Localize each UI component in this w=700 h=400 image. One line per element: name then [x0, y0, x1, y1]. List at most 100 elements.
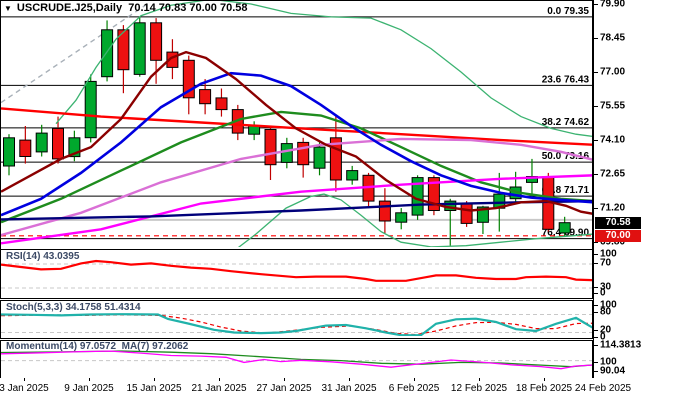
candle-bearish[interactable]: [182, 55, 195, 115]
fibonacci-level-label: 23.6 76.43: [542, 74, 590, 85]
price-axis-tick: [594, 371, 598, 372]
price-axis-tick: [594, 263, 598, 264]
price-axis-label: 100: [600, 299, 617, 311]
candle-bearish[interactable]: [378, 188, 391, 234]
candle-bullish[interactable]: [35, 124, 48, 157]
candle-bullish[interactable]: [68, 130, 81, 162]
date-tick: [349, 378, 350, 381]
price-axis-label: 0: [600, 287, 606, 299]
trendline-dashed: [1, 2, 150, 104]
candle-body: [476, 206, 489, 223]
fibonacci-level-label: 38.2 74.62: [542, 117, 590, 128]
price-axis-label: 75.55: [600, 100, 626, 112]
candle-bearish[interactable]: [215, 88, 228, 117]
candle-bearish[interactable]: [199, 79, 212, 115]
candle-bullish[interactable]: [84, 74, 97, 143]
price-axis-label: 78.45: [600, 32, 626, 44]
price-axis-tick: [594, 293, 598, 294]
candle-bullish[interactable]: [346, 165, 359, 185]
stochastic-pane[interactable]: [0, 300, 593, 339]
candle-bearish[interactable]: [52, 116, 64, 164]
momentum-pane[interactable]: [0, 340, 593, 379]
candle-body: [182, 59, 195, 99]
date-tick: [219, 378, 220, 381]
momentum-label: Momentum(14) 97.0572 MA(7) 97.2062: [6, 341, 189, 352]
sma-red-slow: [1, 107, 592, 146]
candle-body: [558, 222, 571, 234]
price-axis-tick: [594, 330, 598, 331]
candle-bullish[interactable]: [248, 121, 261, 141]
price-axis-tick: [594, 362, 598, 363]
ma-green: [1, 110, 592, 224]
candle-bullish[interactable]: [509, 171, 522, 204]
candle-bullish[interactable]: [280, 137, 293, 169]
date-label: 21 Jan 2025: [191, 383, 247, 394]
price-axis-tick: [594, 345, 598, 346]
candle-body: [19, 139, 32, 158]
price-axis-tick: [594, 254, 598, 255]
candle-bearish[interactable]: [297, 137, 310, 178]
candle-body: [248, 125, 261, 135]
candle-body: [68, 137, 81, 158]
price-axis-label: 80: [600, 306, 612, 318]
main-price-pane[interactable]: 0.0 79.35 23.6 76.43 38.2 74.62 50.0 73.16 6…: [0, 0, 593, 250]
price-axis[interactable]: 79.90 78.45 77.00 75.55 74.10 72.65 71.20 69.80…: [593, 0, 700, 378]
momentum-ma-label: MA(7) 97.2062: [121, 341, 189, 352]
price-axis-label: 20: [600, 324, 612, 336]
price-axis-label: 0: [600, 331, 606, 343]
price-axis-tick: [594, 305, 598, 306]
price-axis-tick: [594, 140, 598, 141]
date-tick: [24, 378, 25, 381]
candle-body: [133, 22, 146, 75]
date-tick: [154, 378, 155, 381]
candle-bearish[interactable]: [362, 172, 375, 209]
candle-body: [199, 89, 212, 105]
candle-bullish[interactable]: [558, 216, 571, 237]
date-label: 31 Jan 2025: [321, 383, 377, 394]
candle-body: [264, 129, 277, 166]
date-tick: [414, 378, 415, 381]
candle-bearish[interactable]: [427, 175, 440, 216]
candle-bearish[interactable]: [117, 25, 130, 94]
date-label: 15 Jan 2025: [126, 383, 182, 394]
bollinger-lower: [237, 193, 592, 247]
candle-bearish[interactable]: [460, 201, 473, 227]
price-chart-canvas[interactable]: 0.0 79.35 23.6 76.43 38.2 74.62 50.0 73.16 6…: [1, 1, 592, 247]
candle-body: [150, 22, 163, 61]
candle-body: [52, 127, 64, 160]
date-label: 24 Feb 2025: [574, 383, 632, 394]
bollinger-upper: [55, 1, 592, 137]
ma-blue: [1, 71, 592, 217]
symbol-title: ▼ USCRUDE.J25,Daily 70.14 70.83 70.00 70.…: [4, 2, 247, 14]
chevron-down-icon[interactable]: ▼: [4, 4, 12, 13]
candle-bullish[interactable]: [3, 134, 15, 176]
candle-bearish[interactable]: [329, 114, 342, 192]
fibonacci-level-label: 50.0 73.16: [542, 151, 590, 162]
rsi-pane[interactable]: [0, 249, 593, 299]
price-axis-label: 69.80: [600, 236, 626, 248]
candle-body: [3, 137, 15, 167]
fibonacci-level-label: 61.8 71.71: [542, 185, 590, 196]
price-axis-tick: [594, 106, 598, 107]
candle-bullish[interactable]: [133, 16, 146, 77]
candle-bullish[interactable]: [395, 208, 408, 230]
current-price-marker: 70.00: [595, 230, 641, 242]
candle-bullish[interactable]: [313, 142, 326, 176]
date-label: 3 Jan 2025: [0, 383, 49, 394]
date-label: 18 Feb 2025: [515, 383, 573, 394]
time-axis[interactable]: 3 Jan 2025 9 Jan 2025 15 Jan 2025 21 Jan 20…: [0, 378, 700, 400]
candle-bearish[interactable]: [19, 126, 32, 164]
candle-body: [101, 29, 114, 78]
candle-bearish[interactable]: [166, 39, 179, 80]
price-axis-tick: [594, 174, 598, 175]
price-axis-tick: [594, 312, 598, 313]
ma-maroon-fast: [1, 50, 592, 215]
symbol-name: USCRUDE.J25,Daily: [16, 2, 123, 14]
rsi-canvas[interactable]: [1, 250, 592, 296]
candle-body: [215, 97, 228, 111]
stochastic-canvas[interactable]: [1, 301, 592, 336]
price-axis-label: 71.20: [600, 202, 626, 214]
momentum-canvas[interactable]: [1, 341, 592, 376]
ma-violet: [1, 137, 592, 237]
